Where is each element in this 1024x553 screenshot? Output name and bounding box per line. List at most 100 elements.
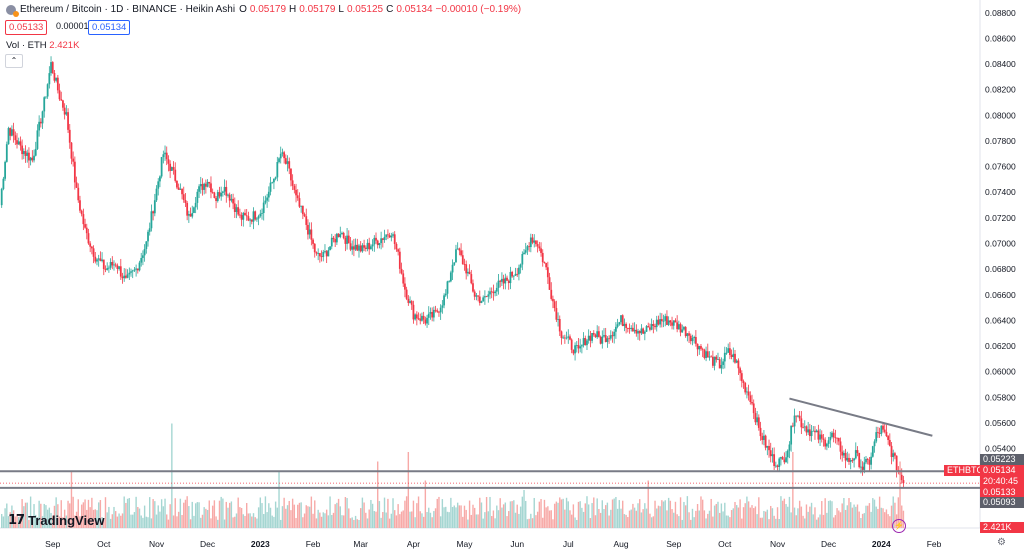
- candle-body: [814, 430, 816, 433]
- candle-body: [303, 214, 306, 217]
- candle-body: [490, 291, 493, 293]
- high-value: 0.05179: [299, 4, 336, 15]
- candle-body: [831, 432, 833, 437]
- volume-bar: [230, 501, 233, 528]
- volume-bar: [530, 513, 532, 528]
- candle-body: [434, 309, 437, 311]
- candle-body: [242, 212, 245, 220]
- volume-bar: [720, 503, 723, 528]
- volume-bar: [781, 500, 784, 528]
- volume-bar: [63, 509, 66, 528]
- x-tick-label: Apr: [407, 539, 420, 549]
- x-tick-label: 2024: [872, 539, 891, 549]
- volume-bar: [491, 516, 493, 528]
- buy-price-button[interactable]: 0.05134: [88, 20, 131, 35]
- candle-body: [320, 256, 323, 258]
- candle-body: [613, 331, 616, 337]
- candle-body: [325, 251, 328, 257]
- volume-bar: [242, 514, 244, 528]
- volume-bar: [901, 505, 903, 528]
- candle-body: [555, 308, 558, 320]
- lightning-icon[interactable]: ⚡: [892, 519, 906, 533]
- candle-body: [565, 337, 568, 339]
- candle-body: [96, 259, 98, 262]
- candle-body: [466, 271, 469, 274]
- x-tick-label: Oct: [718, 539, 732, 549]
- candle-body: [301, 205, 304, 215]
- volume-bar: [11, 505, 13, 528]
- volume-bar: [164, 498, 166, 528]
- volume-bar: [7, 516, 10, 528]
- candle-body: [516, 273, 519, 275]
- candle-body: [780, 457, 782, 459]
- volume-bar: [300, 502, 302, 528]
- volume-bar: [186, 496, 188, 528]
- candle-body: [56, 77, 59, 91]
- gear-icon[interactable]: ⚙: [997, 537, 1006, 548]
- volume-bar: [856, 504, 859, 528]
- volume-bar: [853, 504, 855, 528]
- volume-bar: [67, 500, 69, 528]
- candle-body: [342, 232, 345, 238]
- candle-body: [473, 291, 476, 297]
- volume-bar: [109, 518, 112, 528]
- volume-bar: [18, 517, 20, 528]
- volume-bar: [172, 515, 175, 528]
- volume-bar: [203, 507, 205, 528]
- candle-body: [271, 182, 274, 184]
- candle-body: [307, 224, 309, 235]
- collapse-legend-button[interactable]: ⌃: [5, 54, 23, 68]
- volume-bar: [756, 514, 758, 528]
- candle-body: [798, 415, 801, 419]
- candle-body: [597, 331, 600, 337]
- candle-body: [332, 237, 335, 240]
- volume-bar: [246, 503, 248, 528]
- volume-bar: [108, 506, 110, 528]
- volume-bar: [489, 496, 491, 528]
- volume-bar: [140, 515, 142, 528]
- candle-body: [523, 252, 525, 255]
- volume-bar: [57, 504, 59, 528]
- tradingview-logo[interactable]: 17 TradingView: [8, 513, 104, 528]
- candle-body: [800, 418, 803, 428]
- volume-bar: [348, 508, 350, 528]
- candle-body: [181, 188, 183, 195]
- volume-bar: [465, 509, 467, 528]
- candle-body: [769, 450, 772, 457]
- volume-bar: [400, 511, 403, 528]
- candle-body: [104, 269, 107, 270]
- volume-bar: [171, 423, 173, 528]
- volume-bar: [169, 504, 171, 528]
- volume-bar: [123, 496, 125, 528]
- candle-body: [589, 335, 592, 341]
- volume-bar: [237, 497, 239, 528]
- candle-body: [900, 474, 903, 481]
- candle-body: [125, 275, 127, 278]
- candle-body: [504, 277, 507, 284]
- sell-price-button[interactable]: 0.05133: [5, 20, 48, 35]
- candle-body: [398, 251, 401, 269]
- volume-bar: [775, 518, 777, 528]
- candle-body: [759, 427, 762, 437]
- volume-bar: [712, 516, 714, 528]
- volume-bar: [329, 496, 331, 528]
- volume-bar: [339, 506, 341, 528]
- candle-body: [130, 271, 132, 273]
- volume-bar: [227, 507, 229, 528]
- candle-body: [832, 432, 835, 438]
- y-tick-label: 0.06800: [985, 264, 1016, 274]
- candle-body: [848, 457, 850, 462]
- candle-body: [9, 128, 12, 136]
- candle-body: [468, 271, 471, 275]
- volume-bar: [594, 515, 597, 528]
- candle-body: [860, 466, 862, 468]
- candle-body: [60, 99, 63, 101]
- candle-body: [167, 159, 170, 164]
- candle-body: [650, 324, 653, 330]
- candle-body: [662, 320, 665, 322]
- candle-body: [747, 391, 750, 396]
- candle-body: [235, 207, 238, 212]
- symbol-title[interactable]: Ethereum / Bitcoin · 1D · BINANCE · Heik…: [20, 4, 236, 15]
- candle-body: [73, 161, 76, 183]
